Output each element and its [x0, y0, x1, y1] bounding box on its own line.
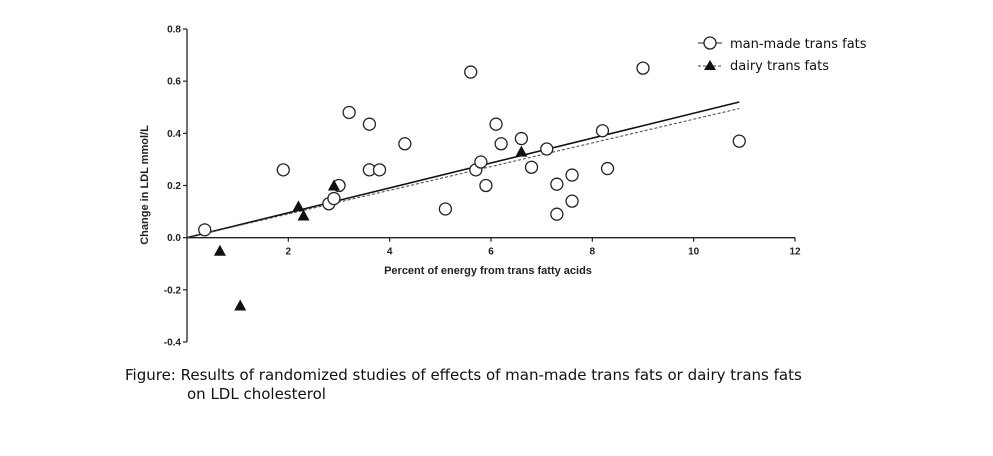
point-man-made: [464, 65, 478, 79]
y-tick-label: -0.2: [164, 285, 182, 296]
x-tick-label: 8: [590, 247, 596, 258]
point-man-made: [362, 117, 377, 131]
point-man-made: [524, 160, 539, 174]
legend-marker-man-made: [703, 36, 717, 50]
regression-line-man-made: [186, 101, 740, 239]
point-dairy: [515, 145, 528, 157]
y-tick-label: 0.2: [167, 181, 181, 192]
figure-caption: Figure: Results of randomized studies of…: [125, 366, 885, 404]
axes: -0.4 -0.2 0.0 0.2 0.4 0.6 0.8 2 4 6 8 10 12: [164, 25, 801, 349]
point-man-made: [550, 177, 564, 191]
point-man-made: [474, 155, 488, 169]
point-dairy: [234, 299, 247, 311]
x-tick-label: 4: [387, 247, 393, 258]
point-man-made: [276, 163, 290, 177]
y-axis-title: Change in LDL mmol/L: [139, 125, 151, 245]
point-man-made: [514, 131, 529, 146]
x-tick-label: 2: [286, 247, 292, 258]
point-dairy: [213, 244, 226, 256]
point-man-made: [489, 117, 503, 131]
x-tick-label: 10: [688, 247, 700, 258]
regression-lines: [186, 101, 740, 239]
point-man-made: [732, 134, 746, 148]
ldl-scatter-chart: -0.4 -0.2 0.0 0.2 0.4 0.6 0.8 2 4 6 8 10 12 Percent …: [139, 25, 867, 349]
point-man-made: [540, 142, 554, 156]
point-man-made: [372, 163, 387, 177]
point-man-made: [600, 161, 615, 176]
point-dairy: [297, 209, 310, 221]
y-tick-label: 0.8: [167, 25, 181, 36]
point-man-made: [565, 194, 579, 208]
point-man-made: [636, 61, 650, 75]
legend: man-made trans fats dairy trans fats: [698, 36, 867, 74]
point-man-made: [327, 191, 341, 206]
point-man-made: [438, 202, 453, 216]
x-axis-title: Percent of energy from trans fatty acids: [384, 265, 592, 277]
y-tick-label: 0.0: [167, 233, 181, 244]
point-man-made: [550, 207, 564, 221]
legend-marker-dairy: [704, 60, 716, 70]
data-points: [198, 61, 746, 311]
y-tick-label: 0.6: [167, 77, 181, 88]
legend-label-man-made: man-made trans fats: [730, 37, 867, 52]
point-dairy: [327, 179, 340, 191]
point-man-made: [479, 178, 493, 193]
point-man-made: [198, 223, 212, 237]
point-man-made: [595, 124, 610, 138]
point-man-made: [565, 168, 579, 182]
caption-line-1: Figure: Results of randomized studies of…: [125, 366, 802, 384]
point-man-made: [398, 137, 412, 151]
y-tick-label: 0.4: [167, 129, 181, 140]
point-man-made: [342, 105, 356, 120]
point-dairy: [292, 200, 305, 212]
caption-line-2: on LDL cholesterol: [187, 385, 326, 403]
x-tick-label: 6: [488, 247, 494, 258]
x-tick-label: 12: [789, 247, 801, 258]
legend-label-dairy: dairy trans fats: [730, 59, 829, 74]
regression-line-dairy: [186, 108, 740, 239]
point-man-made: [494, 137, 508, 151]
y-tick-label: -0.4: [164, 338, 182, 349]
